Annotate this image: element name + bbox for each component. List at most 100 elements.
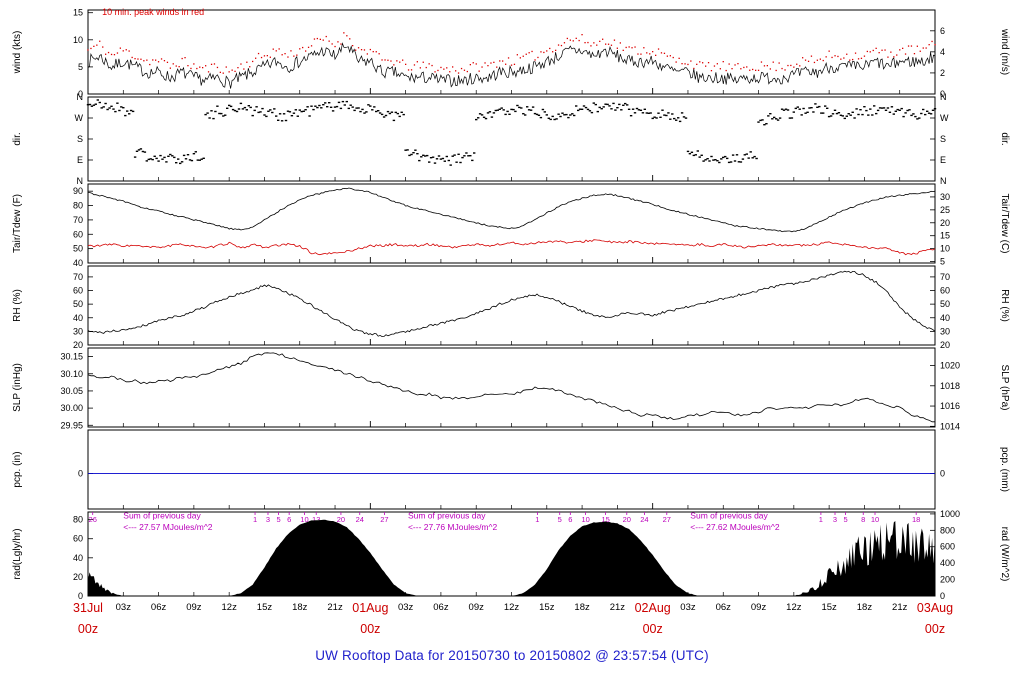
x-hour-label: 12z <box>504 602 520 613</box>
y-tick-label-right: 0 <box>940 468 945 478</box>
y-tick-label-right: 10 <box>940 244 950 254</box>
x-hour-label: 21z <box>610 602 626 613</box>
series-area <box>88 521 935 596</box>
y-tick-label-left: E <box>77 155 83 165</box>
x-hour-label: 06z <box>716 602 732 613</box>
series-line <box>87 187 936 233</box>
y-tick-label-left: 70 <box>73 272 83 282</box>
x-day-hour-label: 00z <box>643 622 663 636</box>
y-tick-label-right: 1016 <box>940 401 960 411</box>
cumulative-mark: 15 <box>601 515 609 524</box>
cumulative-mark: 3 <box>266 515 270 524</box>
y-tick-label-left: 40 <box>73 258 83 268</box>
y-tick-label-left: 20 <box>73 340 83 350</box>
series-line <box>87 239 936 256</box>
y-tick-label-left: W <box>75 113 84 123</box>
cumulative-mark: 13 <box>312 515 320 524</box>
y-tick-label-right: 50 <box>940 299 950 309</box>
y-tick-label-right: 200 <box>940 575 955 585</box>
axis-title-left: SLP (inHg) <box>12 363 23 412</box>
x-hour-label: 03z <box>398 602 414 613</box>
y-tick-label-right: S <box>940 134 946 144</box>
cumulative-mark: 1 <box>535 515 539 524</box>
x-hour-label: 03z <box>680 602 696 613</box>
y-tick-label-left: 80 <box>73 515 83 525</box>
cumulative-mark: 20 <box>623 515 631 524</box>
y-tick-label-left: N <box>77 176 84 186</box>
x-day-label: 31Jul <box>73 601 103 615</box>
cumulative-mark: 1 <box>253 515 257 524</box>
y-tick-label-right: 0 <box>940 591 945 601</box>
x-hour-label: 21z <box>327 602 343 613</box>
x-hour-label: 06z <box>433 602 449 613</box>
panel-slp: 30.15 30.10 30.05 30.00 29.95 1020 1018 1016 101… <box>12 347 1010 431</box>
cumulative-mark: 5 <box>844 515 848 524</box>
cumulative-mark: 27 <box>380 515 388 524</box>
series-area <box>88 519 935 596</box>
y-tick-label-right: N <box>940 176 947 186</box>
cumulative-mark: 3 <box>833 515 837 524</box>
y-tick-label-right: 20 <box>940 340 950 350</box>
axis-title-left: dir. <box>12 132 23 145</box>
y-tick-label-left: 30.05 <box>60 386 83 396</box>
axis-title-right: Tair/Tdew (C) <box>999 193 1010 253</box>
chart-title: UW Rooftop Data for 20150730 to 20150802… <box>315 648 709 663</box>
cumulative-mark: 8 <box>861 515 865 524</box>
annotation: Sum of previous day <box>690 511 768 521</box>
cumulative-mark: 10 <box>300 515 308 524</box>
y-tick-label-right: 5 <box>940 257 945 267</box>
x-hour-label: 21z <box>892 602 908 613</box>
y-tick-label-right: 30 <box>940 326 950 336</box>
y-tick-label-left: 0 <box>78 89 83 99</box>
axis-title-right: wind (m/s) <box>999 28 1010 75</box>
x-day-label: 01Aug <box>352 601 388 615</box>
y-tick-label-right: 1018 <box>940 381 960 391</box>
y-tick-label-right: 70 <box>940 272 950 282</box>
y-tick-label-left: 90 <box>73 186 83 196</box>
x-hour-label: 18z <box>292 602 308 613</box>
y-tick-label-left: 10 <box>73 35 83 45</box>
annotation: <--- 27.62 MJoules/m^2 <box>690 522 780 532</box>
axis-title-right: RH (%) <box>999 289 1010 322</box>
y-tick-label-left: 40 <box>73 553 83 563</box>
y-tick-label-left: 50 <box>73 299 83 309</box>
annotation: <--- 27.57 MJoules/m^2 <box>123 522 213 532</box>
y-tick-label-left: N <box>77 92 84 102</box>
cumulative-mark: 6 <box>287 515 291 524</box>
axis-title-right: rad (W/m^2) <box>999 527 1010 582</box>
y-tick-label-left: 0 <box>78 468 83 478</box>
chart-canvas: 0 5 10 15 0 2 4 6 wind (kts) wind (m/s) 10 min. pe… <box>12 7 1010 636</box>
cumulative-mark: 6 <box>568 515 572 524</box>
x-day-hour-label: 00z <box>360 622 380 636</box>
y-tick-label-left: 5 <box>78 62 83 72</box>
annotation: 10 min. peak winds in red <box>102 7 204 17</box>
y-tick-label-left: 30.00 <box>60 403 83 413</box>
cumulative-mark: 1 <box>819 515 823 524</box>
y-tick-label-right: 15 <box>940 231 950 241</box>
series-line <box>87 42 936 89</box>
y-tick-label-right: 40 <box>940 313 950 323</box>
x-hour-label: 09z <box>186 602 202 613</box>
y-tick-label-left: 50 <box>73 244 83 254</box>
axis-title-right: pcp. (mm) <box>999 447 1010 492</box>
y-tick-label-right: E <box>940 155 946 165</box>
x-hour-label: 15z <box>821 602 837 613</box>
y-tick-label-right: 30 <box>940 192 950 202</box>
series-line <box>87 352 935 423</box>
cumulative-mark: 5 <box>558 515 562 524</box>
y-tick-label-right: 20 <box>940 218 950 228</box>
cumulative-mark: 27 <box>663 515 671 524</box>
panel-wind: 0 5 10 15 0 2 4 6 wind (kts) wind (m/s) 10 min. pe… <box>12 7 1010 99</box>
y-tick-label-right: 25 <box>940 205 950 215</box>
y-tick-label-left: 40 <box>73 313 83 323</box>
y-tick-label-right: 1020 <box>940 361 960 371</box>
y-tick-label-left: 15 <box>73 8 83 18</box>
y-tick-label-left: 70 <box>73 215 83 225</box>
x-hour-label: 12z <box>786 602 802 613</box>
y-tick-label-left: 60 <box>73 286 83 296</box>
axis-title-left: pcp. (in) <box>12 451 23 487</box>
y-tick-label-left: 30 <box>73 326 83 336</box>
